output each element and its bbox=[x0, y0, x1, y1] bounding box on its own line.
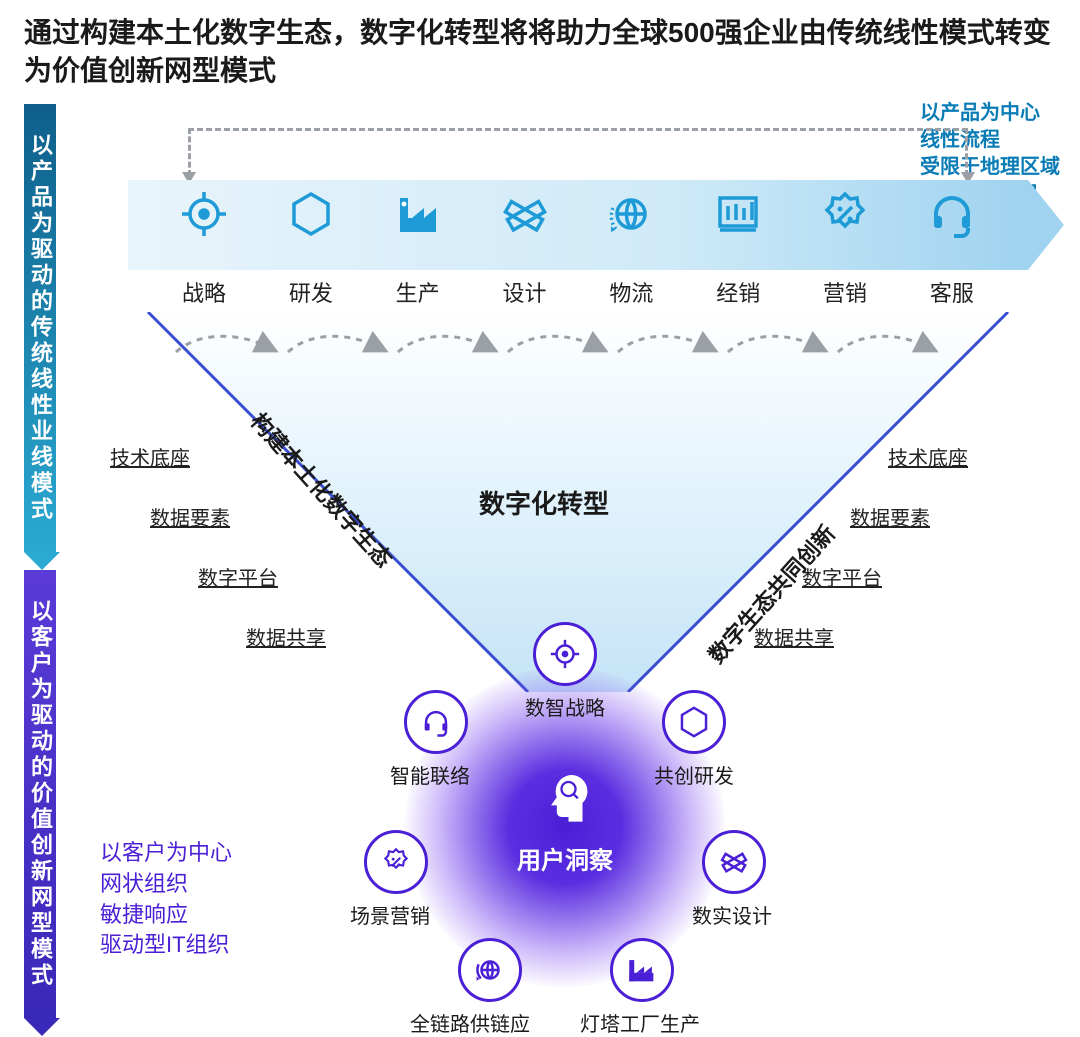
linear-label: 物流 bbox=[583, 276, 679, 308]
panel-icon bbox=[712, 188, 764, 240]
linear-item-production: 生产 bbox=[370, 188, 466, 308]
center-title: 数字化转型 bbox=[479, 484, 609, 521]
bot-desc-line: 敏捷响应 bbox=[100, 900, 232, 931]
side-label-bottom: 以客户为驱动的价值创新网型模式 bbox=[24, 570, 56, 1018]
node-factory bbox=[610, 938, 674, 1002]
linear-item-logistics: 物流 bbox=[583, 188, 679, 308]
linear-item-marketing: 营销 bbox=[797, 188, 893, 308]
keyword-left: 数据共享 bbox=[246, 622, 326, 651]
ruler-icon bbox=[499, 188, 551, 240]
node-design bbox=[702, 830, 766, 894]
node-supply bbox=[458, 938, 522, 1002]
linear-items: 战略 研发 生产 设计 物流 经销 营销 bbox=[128, 180, 1028, 308]
keyword-right: 技术底座 bbox=[888, 442, 968, 471]
node-rd bbox=[662, 690, 726, 754]
bottom-description: 以客户为中心 网状组织 敏捷响应 驱动型IT组织 bbox=[100, 838, 232, 961]
target-icon bbox=[178, 188, 230, 240]
top-desc-line: 以产品为中心 bbox=[920, 100, 1060, 127]
headset-icon bbox=[926, 188, 978, 240]
bot-desc-line: 驱动型IT组织 bbox=[100, 930, 232, 961]
linear-item-dist: 经销 bbox=[690, 188, 786, 308]
linear-label: 客服 bbox=[904, 276, 1000, 308]
head-icon bbox=[533, 764, 597, 828]
node-contact bbox=[404, 690, 468, 754]
dashed-loop bbox=[188, 128, 968, 176]
factory-icon bbox=[392, 188, 444, 240]
side-label-top: 以产品为驱动的传统线性业线模式 bbox=[24, 104, 56, 552]
keyword-left: 数据要素 bbox=[150, 502, 230, 531]
linear-label: 营销 bbox=[797, 276, 893, 308]
radial-center-label: 用户洞察 bbox=[517, 841, 613, 876]
linear-label: 战略 bbox=[156, 276, 252, 308]
node-strategy bbox=[533, 622, 597, 686]
bot-desc-line: 以客户为中心 bbox=[100, 838, 232, 869]
node-label: 共创研发 bbox=[654, 760, 734, 789]
keyword-right: 数据要素 bbox=[850, 502, 930, 531]
node-label: 数实设计 bbox=[692, 900, 772, 929]
node-label: 全链路供链应 bbox=[410, 1008, 530, 1037]
diag-label-left: 构建本土化数字生态 bbox=[244, 405, 400, 574]
keyword-left: 技术底座 bbox=[110, 442, 190, 471]
linear-label: 生产 bbox=[370, 276, 466, 308]
node-label: 场景营销 bbox=[350, 900, 430, 929]
linear-item-rd: 研发 bbox=[263, 188, 359, 308]
discount-icon bbox=[819, 188, 871, 240]
bot-desc-line: 网状组织 bbox=[100, 869, 232, 900]
side-column: 以产品为驱动的传统线性业线模式 以客户为驱动的价值创新网型模式 bbox=[24, 104, 60, 1018]
globe-icon bbox=[605, 188, 657, 240]
node-marketing bbox=[364, 830, 428, 894]
linear-item-strategy: 战略 bbox=[156, 188, 252, 308]
radial-network: 用户洞察 数智战略 共创研发 数实设计 灯塔工厂生产 全链路供链应 场景营销 智… bbox=[330, 640, 800, 1030]
page-title: 通过构建本土化数字生态，数字化转型将将助力全球500强企业由传统线性模式转变为价… bbox=[24, 14, 1054, 90]
linear-item-design: 设计 bbox=[477, 188, 573, 308]
linear-label: 研发 bbox=[263, 276, 359, 308]
node-label: 数智战略 bbox=[525, 692, 605, 721]
node-label: 灯塔工厂生产 bbox=[580, 1008, 700, 1037]
linear-label: 设计 bbox=[477, 276, 573, 308]
node-label: 智能联络 bbox=[390, 760, 470, 789]
linear-label: 经销 bbox=[690, 276, 786, 308]
hex-icon bbox=[285, 188, 337, 240]
linear-item-service: 客服 bbox=[904, 188, 1000, 308]
keyword-left: 数字平台 bbox=[198, 562, 278, 591]
